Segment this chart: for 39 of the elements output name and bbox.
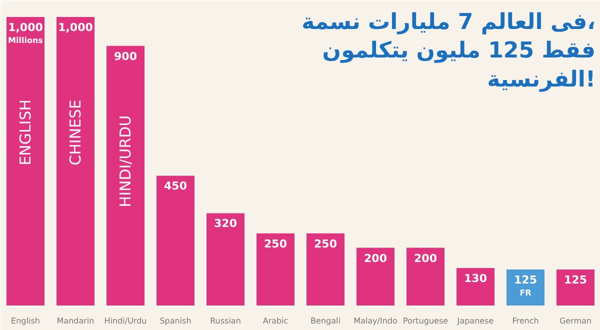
x-tick-label: German [559, 316, 592, 326]
bar [6, 17, 44, 306]
bar [106, 46, 144, 306]
bar [356, 248, 394, 306]
data-label: 200 [414, 252, 438, 265]
x-tick-label: Portuguese [402, 316, 448, 326]
bar [156, 176, 194, 306]
x-tick-label: Hindi/Urdu [104, 316, 147, 326]
bar [456, 268, 494, 306]
bar [256, 233, 294, 306]
data-label: 250 [314, 237, 338, 250]
data-label: 130 [464, 272, 488, 285]
x-tick-label: Malay/Indo [354, 316, 398, 326]
bar [56, 17, 94, 306]
data-label: 250 [264, 237, 288, 250]
annotation: CHINESE [66, 99, 84, 166]
x-tick-label: Mandarin [56, 316, 94, 326]
data-label: 320 [214, 217, 238, 230]
annotation: ENGLISH [16, 99, 34, 166]
x-tick-label: Japanese [456, 316, 494, 326]
bar [206, 213, 244, 306]
annotation: HINDI/URDU [116, 115, 134, 208]
data-label: 900 [114, 50, 138, 63]
x-tick-label: Bengali [310, 316, 340, 326]
data-label: 450 [164, 180, 188, 193]
x-tick-label: Russian [210, 316, 241, 326]
x-tick-label: Arabic [262, 316, 288, 326]
text: 1,000 Millions [8, 21, 43, 46]
x-tick-label: Spanish [160, 316, 192, 326]
bar [306, 233, 344, 306]
text: 125 FR [514, 273, 537, 298]
data-label: 125 [564, 273, 587, 286]
bar [556, 269, 594, 306]
x-tick-label: French [512, 316, 539, 326]
bar [406, 248, 444, 306]
text: فى العالم 7 مليارات نسمة، فقط 125 مليون يتكلمون الفرنسية! [302, 10, 596, 92]
x-tick-label: English [11, 316, 40, 326]
data-label: 1,000 [58, 21, 94, 34]
data-label: 200 [364, 252, 388, 265]
